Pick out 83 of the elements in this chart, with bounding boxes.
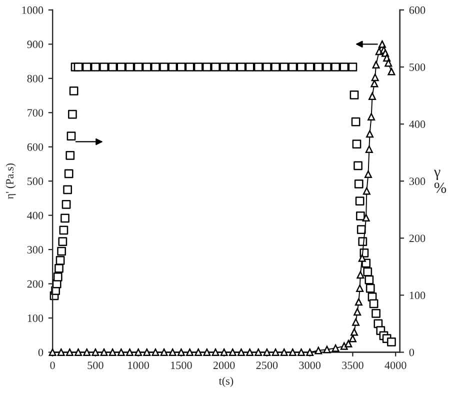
x-tick-label: 0 xyxy=(50,362,55,370)
point xyxy=(57,348,65,356)
y-tick-label: 300 xyxy=(27,246,44,254)
point xyxy=(368,92,376,100)
point xyxy=(372,60,380,68)
point xyxy=(220,348,228,356)
point xyxy=(356,284,364,292)
y2-tick-label: 200 xyxy=(409,234,426,242)
x-tick-label: 3500 xyxy=(342,362,364,370)
y-tick-label: 900 xyxy=(27,40,44,48)
y-tick-label: 500 xyxy=(28,178,44,186)
point xyxy=(212,348,220,356)
point xyxy=(368,112,376,120)
point xyxy=(388,68,396,76)
point xyxy=(314,346,322,354)
point xyxy=(371,74,379,82)
y-axis-title: η' (Pa.s) xyxy=(6,163,16,200)
point xyxy=(117,348,125,356)
point xyxy=(228,348,236,356)
point xyxy=(354,308,362,316)
point xyxy=(83,348,91,356)
point xyxy=(194,348,202,356)
y2-tick-label: 600 xyxy=(409,6,426,14)
point xyxy=(365,146,373,154)
point xyxy=(100,348,108,356)
point xyxy=(108,348,116,356)
point xyxy=(74,348,82,356)
point xyxy=(186,348,194,356)
x-tick-label: 2000 xyxy=(213,362,235,370)
y2-tick-label: 500 xyxy=(410,63,426,71)
point xyxy=(177,348,185,356)
y-tick-label: 200 xyxy=(27,280,44,288)
point xyxy=(366,130,374,138)
point xyxy=(280,348,288,356)
y2-tick-label: 400 xyxy=(409,120,426,128)
point xyxy=(348,334,356,342)
y-tick-label: 800 xyxy=(27,74,44,82)
x-tick-label: 3000 xyxy=(299,362,321,370)
point xyxy=(246,348,254,356)
y-tick-label: 400 xyxy=(27,212,44,220)
point xyxy=(143,348,151,356)
x-axis-title: t(s) xyxy=(218,376,234,387)
point xyxy=(92,348,100,356)
point xyxy=(134,348,142,356)
point xyxy=(306,348,314,356)
point xyxy=(332,344,340,352)
point xyxy=(152,348,160,356)
point xyxy=(203,348,211,356)
point xyxy=(384,59,392,67)
point xyxy=(378,40,386,48)
point xyxy=(66,348,74,356)
y2-axis-title: γ % xyxy=(434,170,446,193)
point xyxy=(364,170,372,178)
point xyxy=(237,348,245,356)
point xyxy=(356,271,364,279)
y2-tick-label: 100 xyxy=(410,292,426,300)
y-tick-label: 1000 xyxy=(22,6,44,14)
point xyxy=(358,254,366,262)
x-tick-label: 500 xyxy=(88,362,104,370)
point xyxy=(362,214,370,222)
point xyxy=(272,348,280,356)
y-tick-label: 600 xyxy=(27,143,44,151)
point xyxy=(323,346,331,354)
x-tick-label: 1500 xyxy=(171,362,192,370)
point xyxy=(263,348,271,356)
y2-tick-label: 0 xyxy=(409,348,414,356)
x-tick-label: 2500 xyxy=(256,362,278,370)
x-tick-label: 4000 xyxy=(384,362,406,370)
point xyxy=(160,348,168,356)
y-tick-label: 700 xyxy=(28,109,44,117)
point xyxy=(344,340,352,348)
point xyxy=(254,348,262,356)
point xyxy=(288,348,296,356)
point xyxy=(354,298,362,306)
x-tick-label: 1000 xyxy=(128,362,149,370)
point xyxy=(350,328,358,336)
point xyxy=(168,348,176,356)
y-tick-label: 100 xyxy=(28,314,44,322)
y2-tick-label: 300 xyxy=(409,178,426,186)
point xyxy=(352,318,360,326)
point xyxy=(362,187,370,195)
point xyxy=(298,348,306,356)
y-tick-label: 0 xyxy=(38,348,44,356)
